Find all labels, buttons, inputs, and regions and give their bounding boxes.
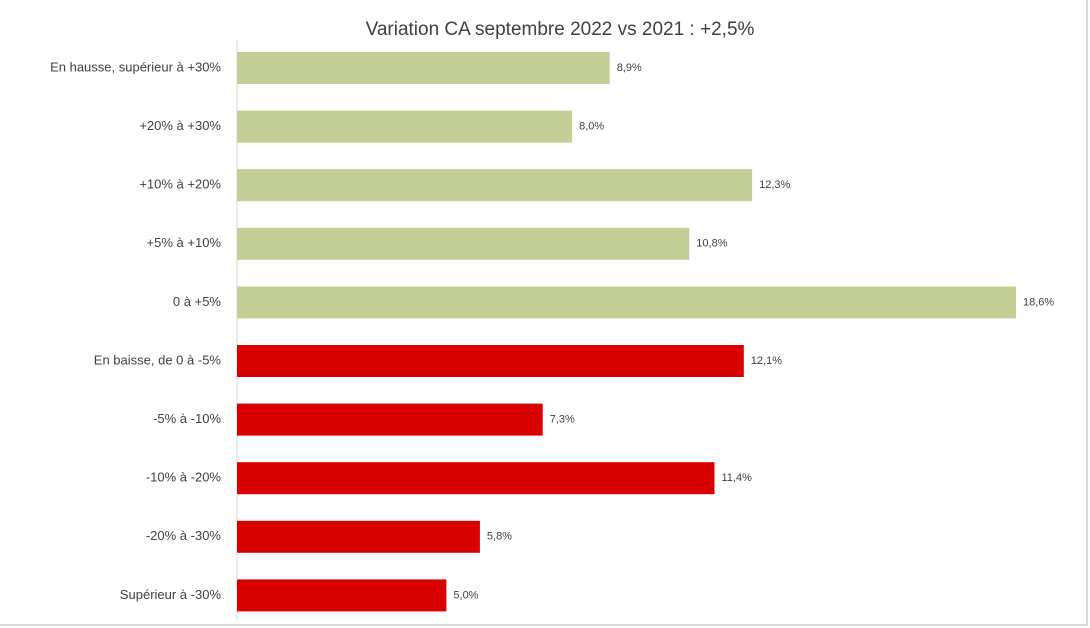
value-label: 11,4% [722,472,753,484]
value-label: 18,6% [1023,296,1054,308]
category-label: 0 à +5% [173,294,222,309]
category-label: +10% à +20% [139,177,221,192]
value-label: 5,0% [453,589,478,601]
category-label: Supérieur à -30% [120,587,222,602]
bar [237,403,543,436]
bars-group [237,52,1016,612]
value-label: 12,3% [759,179,790,191]
bar [237,520,480,553]
bar [237,169,753,202]
bar [237,52,610,84]
bar [237,345,744,377]
value-labels-group: 8,9% 8,0% 12,3% 10,8% 18,6% 12,1% 7,3% 11,4% 5,8… [453,62,1054,601]
value-label: 12,1% [751,355,782,367]
category-label: +5% à +10% [147,235,222,250]
category-label: -20% à -30% [146,528,222,543]
value-label: 10,8% [696,238,727,250]
bar [237,286,1016,319]
category-label: -10% à -20% [146,470,222,485]
category-label: +20% à +30% [139,118,221,133]
category-label: -5% à -10% [153,411,221,426]
value-label: 8,9% [617,62,642,74]
value-label: 7,3% [550,414,575,426]
category-labels-group: En hausse, supérieur à +30% +20% à +30% +1… [50,59,221,601]
bar [237,579,447,612]
category-label: En hausse, supérieur à +30% [50,59,221,74]
category-label: En baisse, de 0 à -5% [94,352,222,367]
value-label: 5,8% [487,531,512,543]
chart-title: Variation CA septembre 2022 vs 2021 : +2… [365,19,755,40]
bar [237,462,715,495]
bar [237,110,573,143]
value-label: 8,0% [579,121,604,133]
bar [237,227,690,260]
